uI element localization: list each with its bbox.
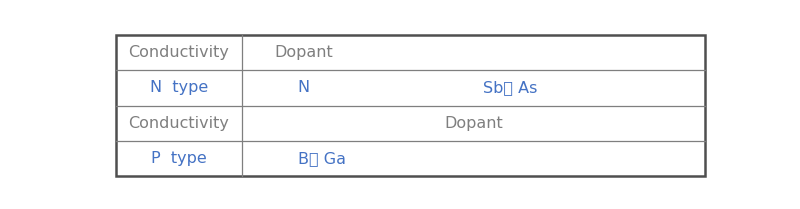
Text: N: N	[298, 80, 310, 95]
Bar	[115, 35, 705, 176]
Text: B、 Ga: B、 Ga	[298, 151, 346, 166]
Text: Dopant: Dopant	[274, 45, 334, 60]
Text: Dopant: Dopant	[444, 116, 502, 131]
Text: P  type: P type	[151, 151, 206, 166]
Text: Conductivity: Conductivity	[128, 45, 230, 60]
Text: N  type: N type	[150, 80, 208, 95]
Text: Sb、 As: Sb、 As	[482, 80, 537, 95]
Text: Conductivity: Conductivity	[128, 116, 230, 131]
